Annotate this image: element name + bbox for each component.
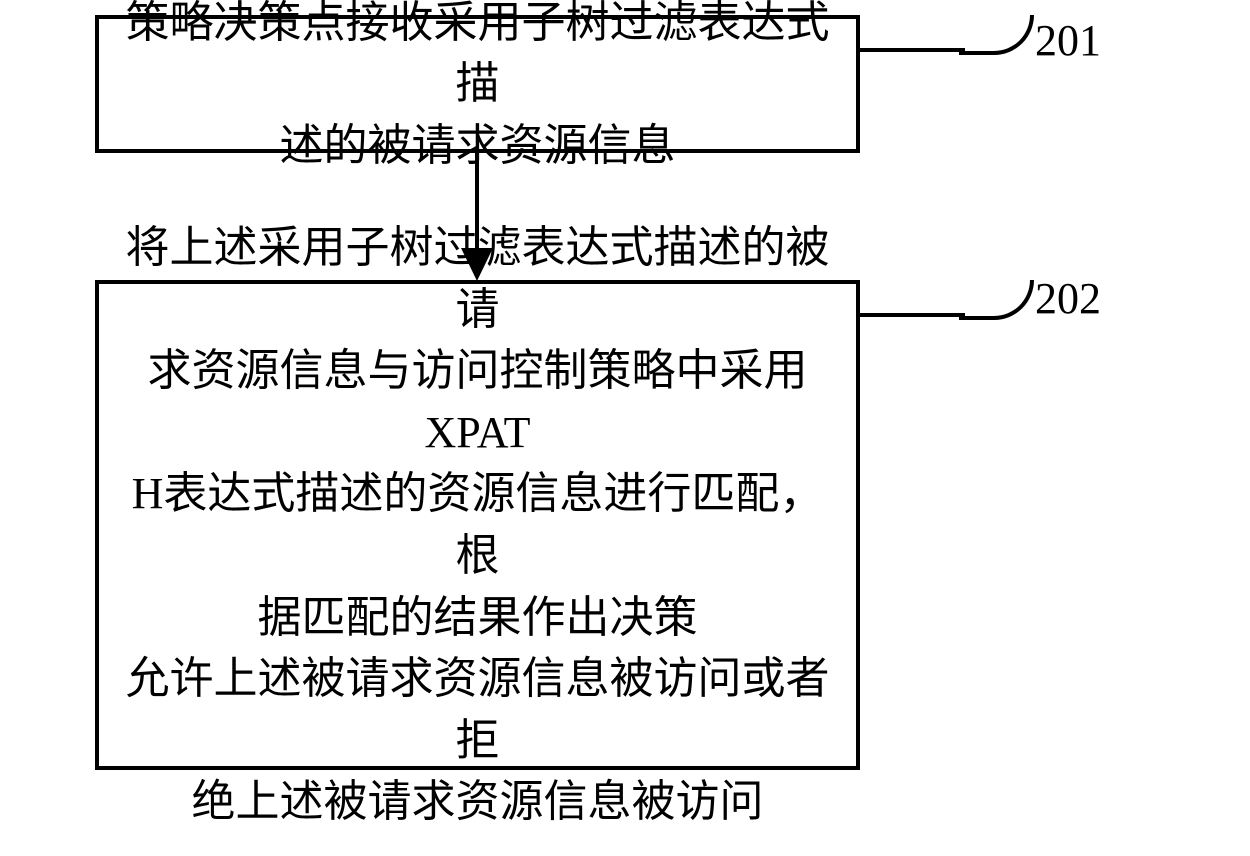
node-202-xpath-prefix: XPAT xyxy=(425,408,531,457)
connector-202-curve xyxy=(959,280,1034,320)
label-201: 201 xyxy=(1035,15,1101,66)
node-202-line6: 绝上述被请求资源信息被访问 xyxy=(192,777,764,826)
connector-201-horizontal xyxy=(860,48,965,52)
node-202-xpath-h: H xyxy=(132,469,164,518)
flowchart-node-202: 将上述采用子树过滤表达式描述的被请 求资源信息与访问控制策略中采用XPAT H表… xyxy=(95,280,860,770)
node-202-line4: 据匹配的结果作出决策 xyxy=(258,593,698,642)
connector-202-horizontal xyxy=(860,313,965,317)
flowchart-node-201: 策略决策点接收采用子树过滤表达式描 述的被请求资源信息 xyxy=(95,15,860,153)
node-202-line5: 允许上述被请求资源信息被访问或者拒 xyxy=(126,654,830,765)
label-202: 202 xyxy=(1035,273,1101,324)
connector-201-curve xyxy=(959,15,1034,55)
node-202-line1: 将上述采用子树过滤表达式描述的被请 xyxy=(126,223,830,334)
node-202-line2: 求资源信息与访问控制策略中采用 xyxy=(148,346,808,395)
node-201-line1: 策略决策点接收采用子树过滤表达式描 xyxy=(126,0,830,108)
node-202-line3: 表达式描述的资源信息进行匹配，根 xyxy=(163,469,823,580)
node-202-text: 将上述采用子树过滤表达式描述的被请 求资源信息与访问控制策略中采用 XPAT H表… xyxy=(99,209,856,841)
